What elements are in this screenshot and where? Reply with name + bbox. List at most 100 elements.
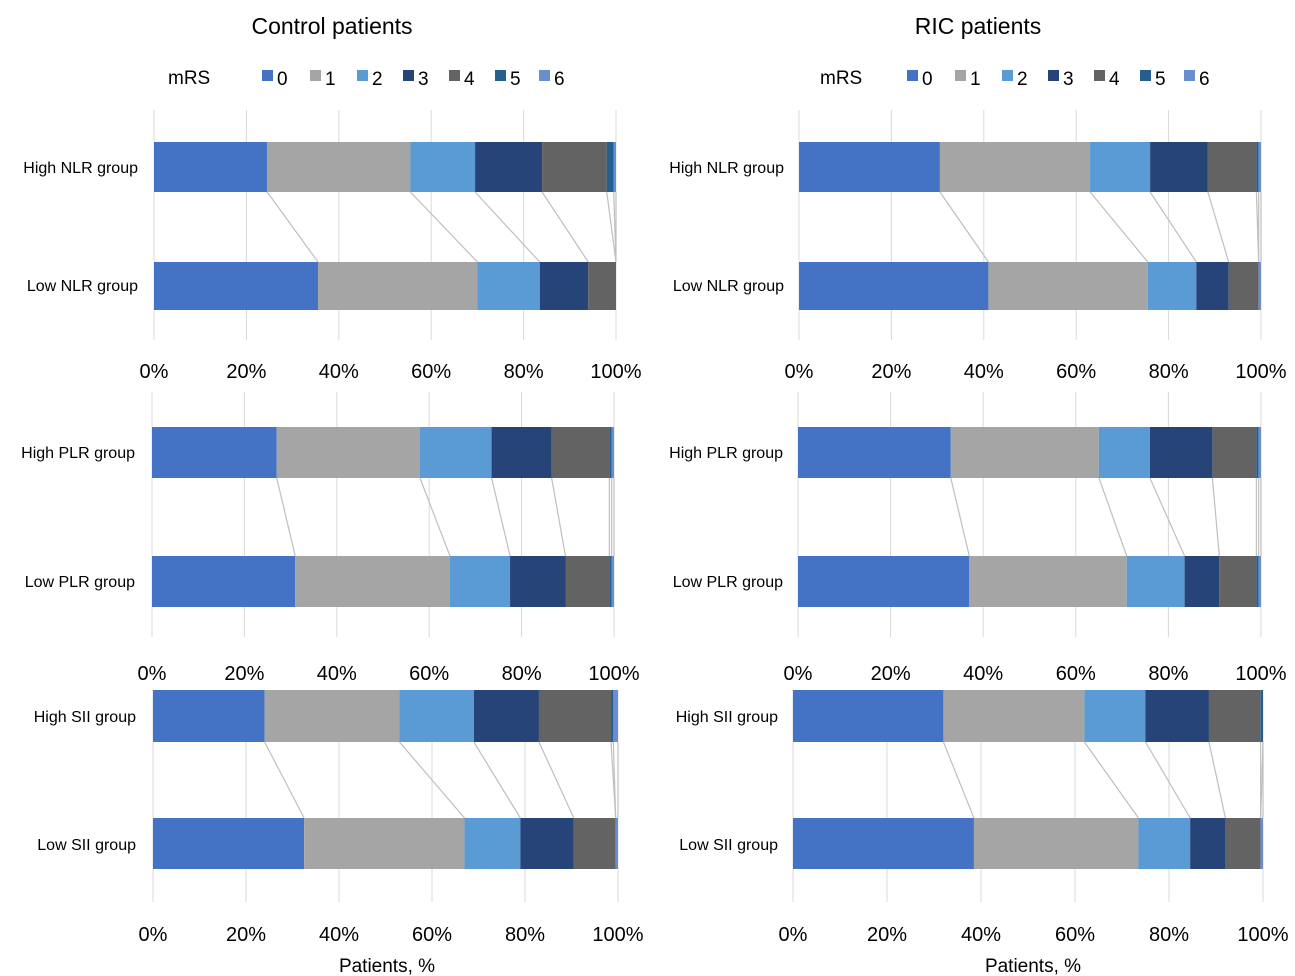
legend-label-3: 3 <box>418 69 429 90</box>
bar-segment-mrs-3 <box>520 818 574 869</box>
x-tick-label: 60% <box>411 361 451 383</box>
bar-segment-mrs-3 <box>1196 262 1229 310</box>
category-label: Low PLR group <box>673 574 783 591</box>
legend-label-2: 2 <box>372 69 383 90</box>
bar-segment-mrs-3 <box>491 427 552 478</box>
x-tick-label: 20% <box>226 361 266 383</box>
category-label: High SII group <box>676 709 778 726</box>
legend-label-5: 5 <box>510 69 521 90</box>
legend-label-1: 1 <box>325 69 336 90</box>
bar-segment-mrs-3 <box>510 556 566 607</box>
bar-segment-mrs-1 <box>950 427 1099 478</box>
legend-swatch-6 <box>539 70 550 81</box>
bar-segment-mrs-3 <box>1149 427 1213 478</box>
x-tick-label: 40% <box>317 663 357 685</box>
series-connector-line <box>473 741 521 819</box>
series-connector-line <box>419 477 451 557</box>
bar-segment-mrs-0 <box>153 690 265 742</box>
bar-segment-mrs-5 <box>1256 427 1259 478</box>
x-tick-label: 100% <box>592 924 643 946</box>
legend: mRS 0 1 2 3 4 5 6 <box>168 68 565 90</box>
bar-segment-mrs-4 <box>538 690 612 742</box>
bar-segment-mrs-5 <box>606 142 614 192</box>
series-connector-line <box>264 741 305 819</box>
bar-segment-mrs-6 <box>615 818 618 869</box>
bar-segment-mrs-0 <box>154 262 319 310</box>
x-tick-label: 80% <box>502 663 542 685</box>
series-connector-line <box>551 477 567 557</box>
x-tick-label: 80% <box>1149 361 1189 383</box>
bar-segment-mrs-2 <box>1084 690 1146 742</box>
bar-segment-mrs-3 <box>1184 556 1220 607</box>
bar-segment-mrs-3 <box>539 262 589 310</box>
x-tick-label: 20% <box>226 924 266 946</box>
legend-label-0: 0 <box>922 69 933 90</box>
bar-segment-mrs-5 <box>1256 142 1259 192</box>
bar-segment-mrs-6 <box>613 690 618 742</box>
legend-label-0: 0 <box>277 69 288 90</box>
legend-swatch-0 <box>262 70 273 81</box>
series-connector-line <box>474 191 541 263</box>
series-connector-line <box>266 191 319 263</box>
bar-segment-mrs-2 <box>477 262 540 310</box>
bar-segment-mrs-0 <box>154 142 268 192</box>
x-tick-label: 0% <box>785 361 814 383</box>
series-connector-line <box>538 741 575 819</box>
ric-patients-column: RIC patients mRS 0 1 2 3 4 5 6 High NLR group Low … <box>669 13 1289 976</box>
legend-swatch-5 <box>495 70 506 81</box>
bar-segment-mrs-0 <box>793 690 944 742</box>
bar-segment-mrs-4 <box>1212 427 1257 478</box>
x-tick-label: 80% <box>1148 663 1188 685</box>
bar-segment-mrs-1 <box>939 142 1091 192</box>
bar-segment-mrs-6 <box>1258 427 1261 478</box>
x-tick-label: 40% <box>319 924 359 946</box>
bar-segment-mrs-0 <box>798 427 951 478</box>
series-connector-line <box>1149 477 1186 557</box>
x-tick-label: 0% <box>779 924 808 946</box>
bar-segment-mrs-4 <box>1207 142 1257 192</box>
x-tick-label: 20% <box>224 663 264 685</box>
x-tick-label: 100% <box>1235 361 1286 383</box>
category-label: Low PLR group <box>25 574 135 591</box>
bar-segment-mrs-2 <box>419 427 492 478</box>
x-tick-label: 40% <box>963 663 1003 685</box>
legend-swatch-5 <box>1140 70 1151 81</box>
panel: High SII group Low SII group 0% 20% 40% 60% 80… <box>34 690 644 946</box>
series-connector-line <box>1144 741 1191 819</box>
legend-swatch-1 <box>955 70 966 81</box>
category-label: Low SII group <box>37 837 136 854</box>
bar-segment-mrs-3 <box>1145 690 1209 742</box>
bar-segment-mrs-1 <box>304 818 465 869</box>
bar-segment-mrs-4 <box>1225 818 1261 869</box>
category-label: High NLR group <box>669 160 784 177</box>
bar-segment-mrs-5 <box>611 690 614 742</box>
x-tick-label: 100% <box>588 663 639 685</box>
x-tick-label: 0% <box>140 361 169 383</box>
legend-title: mRS <box>820 68 862 89</box>
bar-segment-mrs-6 <box>1258 556 1261 607</box>
series-connector-line <box>1149 191 1197 263</box>
legend-label-5: 5 <box>1155 69 1166 90</box>
bar-segment-mrs-0 <box>152 556 296 607</box>
bar-segment-mrs-2 <box>399 690 474 742</box>
legend-label-2: 2 <box>1017 69 1028 90</box>
bar-segment-mrs-0 <box>798 556 970 607</box>
x-tick-label: 80% <box>1149 924 1189 946</box>
legend-swatch-2 <box>1002 70 1013 81</box>
legend-swatch-4 <box>1094 70 1105 81</box>
bar-segment-mrs-6 <box>611 427 614 478</box>
x-tick-label: 20% <box>871 663 911 685</box>
series-connector-line <box>942 741 975 819</box>
legend-label-6: 6 <box>554 69 565 90</box>
series-connector-line <box>398 741 466 819</box>
bar-segment-mrs-4 <box>551 427 610 478</box>
bar-segment-mrs-1 <box>988 262 1148 310</box>
panel: High PLR group Low PLR group 0% 20% 40% 60% 80… <box>669 392 1287 685</box>
bar-segment-mrs-1 <box>969 556 1127 607</box>
series-connector-line <box>541 191 589 263</box>
bar-segment-mrs-0 <box>793 818 974 869</box>
bar-segment-mrs-1 <box>318 262 478 310</box>
x-tick-label: 60% <box>1055 924 1095 946</box>
bar-segment-mrs-2 <box>1098 427 1150 478</box>
